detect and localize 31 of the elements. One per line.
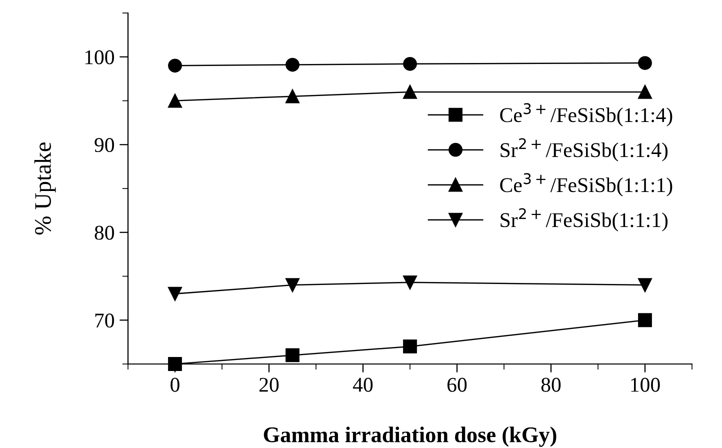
point <box>168 94 182 108</box>
y-tick-label: 80 <box>94 226 114 240</box>
x-tick-label: 0 <box>170 378 180 392</box>
legend-label: Sr$^{2+}$/FeSiSb(1:1:4) <box>500 138 668 162</box>
point <box>638 85 652 99</box>
x-tick-label: 100 <box>631 378 660 392</box>
y-axis-title: % Uptake <box>34 142 56 235</box>
point <box>286 58 300 72</box>
y-tick-label: 90 <box>94 138 114 152</box>
y-tick-label: 100 <box>85 50 114 64</box>
point <box>638 56 652 70</box>
point <box>286 89 300 104</box>
x-tick-label: 60 <box>447 378 467 392</box>
point <box>403 275 417 290</box>
point <box>286 348 300 362</box>
point <box>638 313 652 328</box>
x-tick-label: 20 <box>260 378 279 392</box>
x-tick-label: 40 <box>352 378 373 392</box>
point <box>403 56 417 71</box>
legend-label: Sr$^{2+}$/FeSiSb(1:1:1) <box>500 208 668 232</box>
legend-label: Ce$^{3+}$/FeSiSb(1:1:4) <box>500 103 672 126</box>
point <box>403 85 417 99</box>
y-tick-label: 70 <box>95 314 114 328</box>
legend-label: Ce$^{3+}$/FeSiSb(1:1:1) <box>500 173 672 196</box>
point <box>638 278 652 292</box>
x-axis-title: Gamma irradiation dose (kGy) <box>264 426 556 447</box>
point <box>286 278 300 292</box>
x-tick-label: 80 <box>541 378 561 392</box>
point <box>403 340 417 354</box>
point <box>168 58 182 73</box>
point <box>168 286 182 301</box>
